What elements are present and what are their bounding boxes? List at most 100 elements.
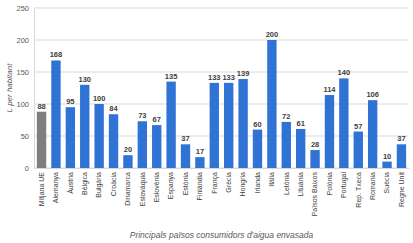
bar [224, 83, 233, 168]
x-tick-label: Espanya [167, 172, 175, 199]
x-tick: Grècia [225, 168, 232, 193]
grid-line [34, 136, 409, 137]
bar [210, 83, 219, 168]
data-label: 95 [66, 97, 74, 106]
x-tick: Bulgària [95, 168, 103, 198]
data-label: 17 [196, 147, 204, 156]
bar [238, 79, 247, 168]
data-label: 37 [397, 134, 405, 143]
data-label: 37 [181, 134, 189, 143]
y-tick-label: 100 [16, 100, 29, 109]
data-label: 60 [253, 120, 261, 129]
x-tick-label: Hongria [239, 172, 247, 197]
bar [94, 104, 103, 168]
x-tick-label: Grècia [225, 172, 232, 193]
x-tick: Alemanya [52, 168, 60, 203]
x-tick-label: França [211, 172, 219, 194]
x-axis: Mitjana UE Alemanya Àustria Bèlgica Bulgària… [35, 168, 410, 216]
bar [282, 122, 291, 168]
data-label: 28 [311, 140, 319, 149]
y-tick-label: 250 [16, 4, 29, 13]
x-tick-label: Finlàndia [196, 172, 203, 201]
x-tick-label: Països Baixos [311, 172, 318, 217]
x-tick-label: Irlanda [254, 172, 261, 194]
grid [34, 8, 409, 168]
x-tick-label: Romania [369, 172, 376, 200]
x-tick: Eslovàquia [139, 168, 147, 206]
bar [368, 100, 377, 168]
x-tick: Bèlgica [81, 168, 89, 195]
data-label: 133 [222, 73, 235, 82]
bars [37, 40, 406, 168]
x-tick-label: Eslovàquia [139, 172, 147, 206]
data-label: 139 [237, 69, 250, 78]
x-tick: Lituània [297, 168, 304, 197]
x-tick: Mitjana UE [38, 168, 46, 206]
data-label: 20 [124, 145, 132, 154]
data-label: 168 [50, 50, 63, 59]
x-tick: Finlàndia [196, 168, 203, 200]
bar [51, 60, 60, 168]
data-label: 133 [208, 73, 221, 82]
x-tick: Romania [369, 168, 376, 200]
bar [310, 150, 319, 168]
bar [354, 132, 363, 168]
y-tick: 50 [21, 132, 34, 141]
y-axis-title: L per habitant [5, 63, 14, 113]
y-tick: 0 [25, 164, 34, 173]
bar [166, 82, 175, 168]
bar [397, 144, 406, 168]
x-tick-label: Dinamarca [124, 172, 131, 206]
x-tick: Irlanda [254, 168, 261, 193]
x-tick: Letònia [283, 168, 290, 195]
x-tick-label: Eslovènia [153, 172, 160, 202]
bar [325, 95, 334, 168]
data-label: 10 [383, 152, 391, 161]
data-label: 135 [165, 72, 178, 81]
x-tick-label: Àustria [66, 172, 74, 194]
bar [37, 112, 46, 168]
x-tick-label: Alemanya [52, 172, 60, 203]
x-tick-label: Polònia [326, 172, 333, 195]
bar [138, 121, 147, 168]
y-tick-label: 200 [16, 36, 29, 45]
plot: 0501001502002508816895130100842073671353… [16, 4, 409, 216]
bar [181, 144, 190, 168]
y-tick-label: 0 [25, 164, 29, 173]
data-label: 84 [109, 104, 118, 113]
x-tick: Regne Unit [398, 168, 406, 207]
x-tick: Espanya [167, 168, 175, 199]
x-axis-line [35, 168, 410, 169]
bar [152, 125, 161, 168]
y-tick-label: 150 [16, 68, 29, 77]
data-label: 88 [37, 102, 45, 111]
data-label: 106 [366, 90, 379, 99]
bar [80, 85, 89, 168]
x-axis-title: Principals països consumidors d'aigua en… [130, 230, 314, 240]
x-tick: Suècia [383, 168, 390, 193]
y-tick: 200 [16, 36, 34, 45]
x-tick-label: Bèlgica [81, 172, 89, 195]
bar [339, 78, 348, 168]
y-axis-line [34, 9, 35, 169]
x-tick-label: Portugal [340, 172, 348, 199]
x-tick: Àustria [66, 168, 74, 194]
data-label: 100 [93, 94, 106, 103]
x-tick-label: Mitjana UE [38, 172, 46, 207]
bar [253, 130, 262, 168]
x-tick: Eslovènia [153, 168, 160, 202]
x-tick: Hongria [239, 168, 247, 197]
bar [123, 155, 132, 168]
x-tick-label: Suècia [383, 172, 390, 194]
x-tick-label: Rep. Txeca [354, 172, 362, 208]
data-label: 114 [323, 85, 336, 94]
x-tick-label: Estònia [182, 172, 189, 195]
y-tick: 100 [16, 100, 34, 109]
y-tick-label: 50 [21, 132, 29, 141]
x-tick: Dinamarca [124, 168, 131, 206]
data-label: 61 [297, 119, 305, 128]
bar [267, 40, 276, 168]
x-tick: Països Baixos [311, 168, 318, 216]
x-tick-label: Regne Unit [398, 172, 406, 207]
x-tick-label: Lituània [297, 172, 304, 197]
